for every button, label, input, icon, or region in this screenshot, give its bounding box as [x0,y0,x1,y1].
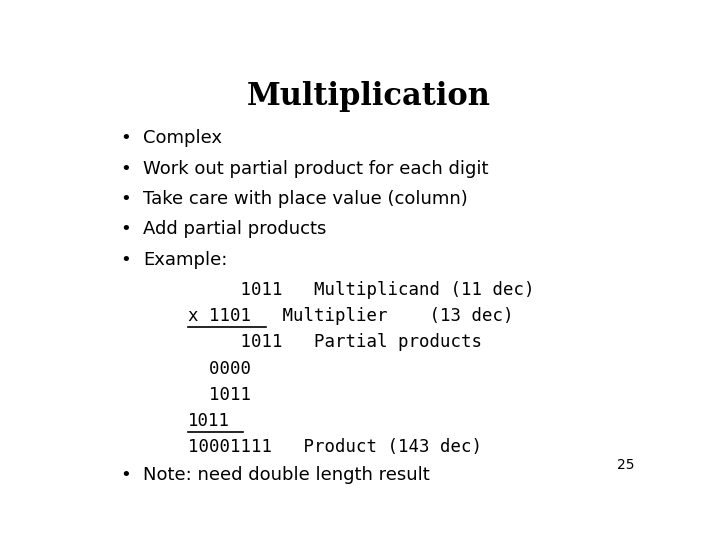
Text: 0000: 0000 [188,360,251,377]
Text: Note: need double length result: Note: need double length result [143,466,430,484]
Text: Example:: Example: [143,251,228,269]
Text: •: • [121,160,132,178]
Text: •: • [121,251,132,269]
Text: •: • [121,466,132,484]
Text: 1011   Multiplicand (11 dec): 1011 Multiplicand (11 dec) [188,281,534,299]
Text: 1011: 1011 [188,412,230,430]
Text: Multiplication: Multiplication [247,82,491,112]
Text: Add partial products: Add partial products [143,220,326,238]
Text: •: • [121,190,132,208]
Text: •: • [121,220,132,238]
Text: x 1101   Multiplier    (13 dec): x 1101 Multiplier (13 dec) [188,307,513,325]
Text: 10001111   Product (143 dec): 10001111 Product (143 dec) [188,438,482,456]
Text: Take care with place value (column): Take care with place value (column) [143,190,468,208]
Text: Complex: Complex [143,129,222,147]
Text: 1011   Partial products: 1011 Partial products [188,333,482,352]
Text: •: • [121,129,132,147]
Text: 1011: 1011 [188,386,251,404]
Text: Work out partial product for each digit: Work out partial product for each digit [143,160,488,178]
Text: 25: 25 [616,458,634,472]
